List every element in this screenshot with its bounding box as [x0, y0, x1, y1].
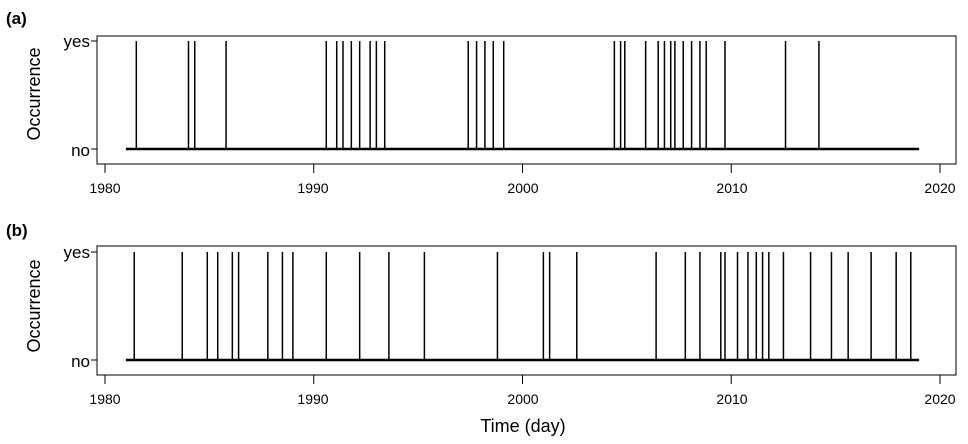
x-tick-label-2000-b: 2000 [507, 391, 538, 407]
panel-label-b: (b) [6, 221, 28, 240]
x-tick-label-2010-a: 2010 [716, 180, 747, 196]
y-axis-title-b: Occurrence [24, 259, 44, 352]
x-tick-label-2010-b: 2010 [716, 391, 747, 407]
x-tick-label-2000-a: 2000 [507, 180, 538, 196]
y-level-yes-b: yes [64, 243, 90, 262]
panel-a: (a) Occurrence yes no 1980 1990 2000 201… [6, 9, 957, 196]
panel-label-a: (a) [6, 9, 27, 28]
y-level-no-b: no [71, 352, 90, 371]
plot-frame [96, 35, 957, 165]
x-tick-label-1990-a: 1990 [297, 180, 328, 196]
x-axis-title: Time (day) [480, 416, 565, 436]
x-tick-label-2020-a: 2020 [924, 180, 955, 196]
plot-frame [96, 245, 957, 376]
x-tick-label-1980-a: 1980 [89, 180, 120, 196]
panel-b: (b) Occurrence yes no 1980 1990 2000 201… [6, 221, 957, 436]
y-axis-title-a: Occurrence [24, 47, 44, 140]
x-tick-label-1990-b: 1990 [297, 391, 328, 407]
y-level-yes-a: yes [64, 32, 90, 51]
y-level-no-a: no [71, 141, 90, 160]
x-tick-label-2020-b: 2020 [924, 391, 955, 407]
x-tick-label-1980-b: 1980 [89, 391, 120, 407]
